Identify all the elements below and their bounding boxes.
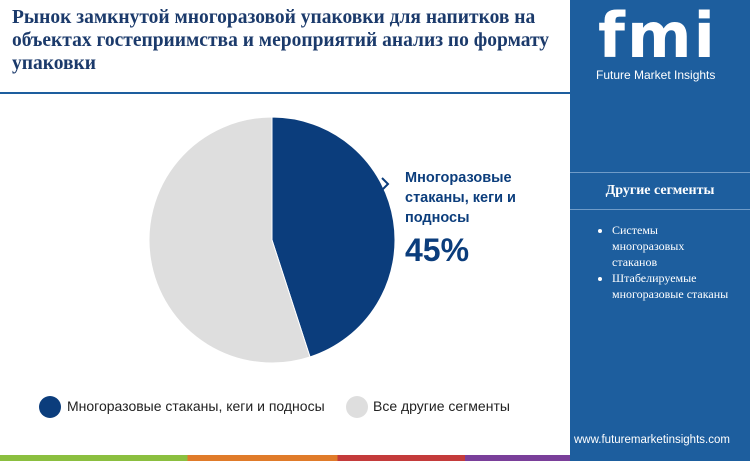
segment-item: Штабелируемые многоразовые стаканы [612, 270, 732, 302]
website: www.futuremarketinsights.com [574, 434, 730, 446]
callout-label: Многоразовые стаканы, кеги и подносы [405, 170, 516, 226]
segment-list: Системы многоразовых стаканов Штабелируе… [592, 222, 732, 302]
legend-marker [346, 396, 368, 418]
sidebar: fmi Future Market Insights Другие сегмен… [570, 0, 750, 455]
callout-value: 45% [405, 232, 470, 268]
segment-item: Системы многоразовых стаканов [612, 222, 732, 270]
legend-label: Все другие сегменты [373, 398, 510, 414]
pie-slice [148, 116, 311, 364]
company-name: Future Market Insights [596, 68, 716, 82]
header-rule [0, 92, 570, 94]
footer-stripe [0, 455, 750, 461]
brand-logo: fmi [598, 0, 717, 72]
pie-slice [271, 116, 396, 358]
chart [39, 116, 396, 418]
callout-arrow [381, 177, 390, 191]
legend-label: Многоразовые стаканы, кеги и подносы [67, 398, 325, 414]
title: Рынок замкнутой многоразовой упаковки дл… [12, 7, 550, 74]
legend-marker [39, 396, 61, 418]
sidebar-heading: Другие сегменты [570, 172, 750, 210]
